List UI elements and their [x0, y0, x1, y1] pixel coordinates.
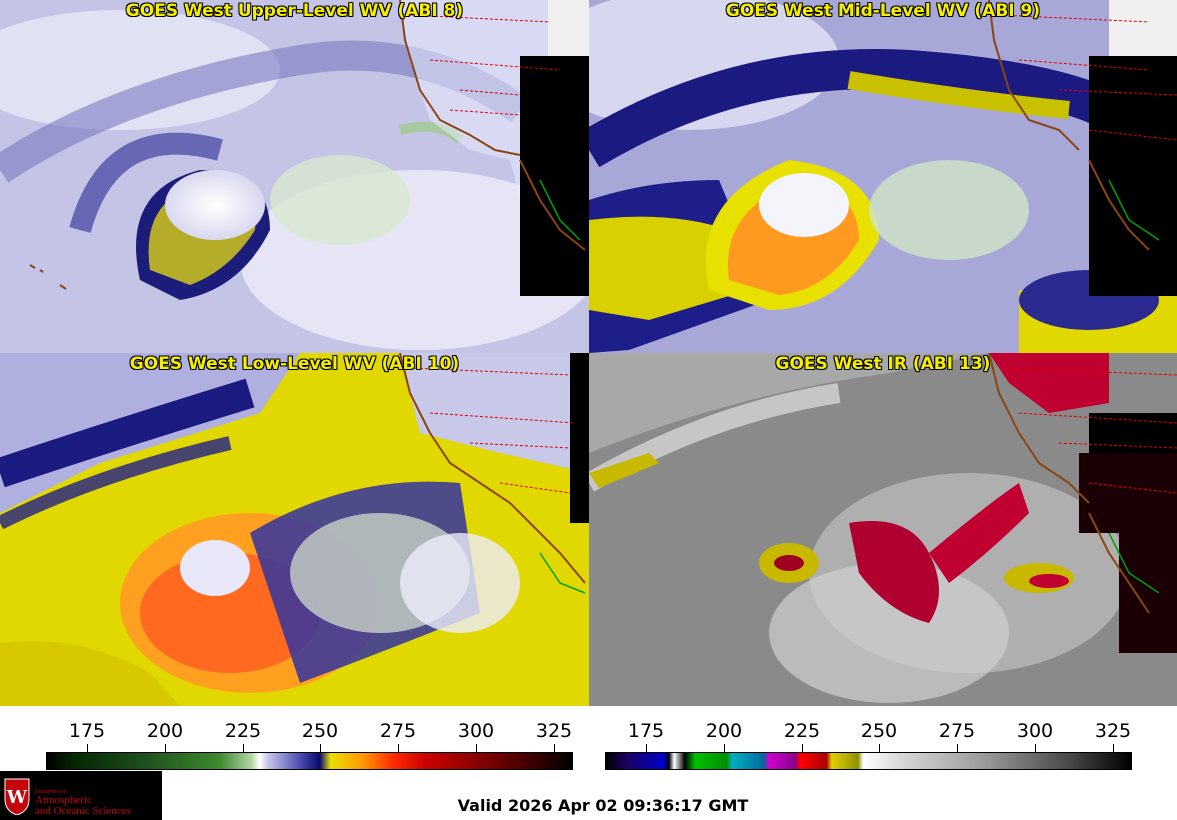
tick-label: 225 [224, 720, 262, 742]
logo-dept: Department of [35, 789, 67, 795]
valid-time: Valid 2026 Apr 02 09:36:17 GMT [457, 796, 749, 815]
panel-title: GOES West Upper-Level WV (ABI 8) [125, 1, 464, 21]
tick-label: 225 [783, 720, 821, 742]
tick-label: 175 [68, 720, 106, 742]
colorbar-gradient [605, 752, 1132, 770]
panel-title: GOES West Low-Level WV (ABI 10) [129, 354, 460, 374]
ir-image [589, 353, 1177, 706]
tick-label: 250 [301, 720, 339, 742]
low-level-wv-image [0, 353, 589, 706]
panel-low-level-wv: GOES West Low-Level WV (ABI 10) [0, 353, 589, 706]
svg-text:W: W [6, 787, 28, 808]
tick-label: 175 [627, 720, 665, 742]
tick-label: 325 [535, 720, 573, 742]
logo-line2: and Oceanic Sciences [35, 805, 131, 817]
tick-label: 275 [379, 720, 417, 742]
panel-title: GOES West IR (ABI 13) [775, 354, 991, 374]
tick-label: 200 [146, 720, 184, 742]
tick-label: 300 [457, 720, 495, 742]
colorbar-ir: 175 200 225 250 275 300 325 [605, 708, 1132, 778]
uw-crest-icon: W [4, 778, 30, 815]
tick-label: 275 [938, 720, 976, 742]
aos-logo[interactable]: W Department of Atmospheric and Oceanic … [0, 771, 162, 820]
colorbar-wv: 175 200 225 250 275 300 325 [46, 708, 573, 778]
panel-ir: GOES West IR (ABI 13) [589, 353, 1177, 706]
colorbar-gradient [46, 752, 573, 770]
panel-mid-level-wv: GOES West Mid-Level WV (ABI 9) [589, 0, 1177, 353]
mid-level-wv-image [589, 0, 1177, 353]
tick-label: 250 [860, 720, 898, 742]
panel-upper-level-wv: GOES West Upper-Level WV (ABI 8) [0, 0, 589, 353]
tick-label: 300 [1016, 720, 1054, 742]
tick-label: 200 [705, 720, 743, 742]
panel-title: GOES West Mid-Level WV (ABI 9) [725, 1, 1041, 21]
logo-line1: Atmospheric [35, 794, 92, 806]
tick-label: 325 [1094, 720, 1132, 742]
upper-level-wv-image [0, 0, 589, 353]
